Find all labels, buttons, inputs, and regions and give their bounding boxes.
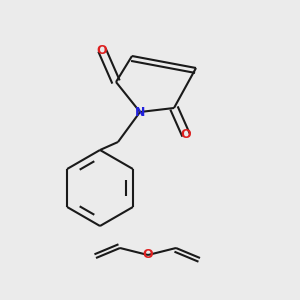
Text: O: O: [181, 128, 191, 142]
Text: O: O: [97, 44, 107, 56]
Text: O: O: [143, 248, 153, 262]
Text: N: N: [135, 106, 145, 118]
